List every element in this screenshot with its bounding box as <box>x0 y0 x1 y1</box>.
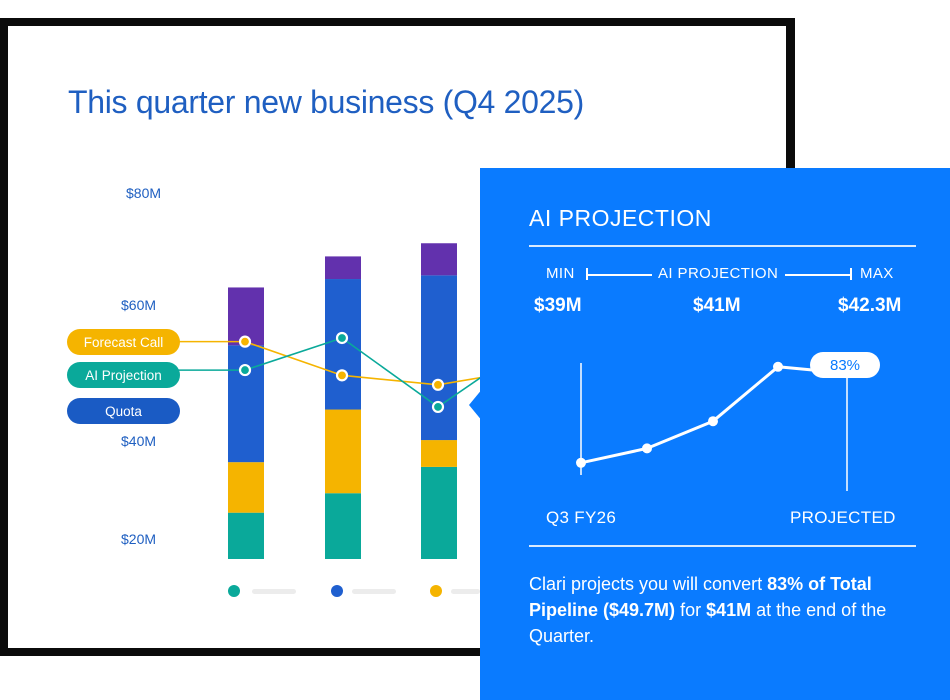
ai-projection-line <box>244 337 501 408</box>
legend-line-placeholder <box>252 589 296 594</box>
range-tick <box>586 268 588 280</box>
range-connector <box>587 274 652 276</box>
range-min-label: MIN <box>546 265 575 282</box>
bar-segment-yellow <box>325 409 361 494</box>
trend-end-label: PROJECTED <box>790 508 896 527</box>
range-mid-label: AI PROJECTION <box>658 265 779 282</box>
range-connector <box>785 274 851 276</box>
forecast-call-point <box>431 378 445 391</box>
forecast-call-legend-pill[interactable]: Forecast Call <box>67 329 180 355</box>
y-tick-label: $40M <box>121 433 157 449</box>
bar-segment-purple <box>325 256 361 280</box>
forecast-call-line <box>244 340 501 386</box>
bar-segment-purple <box>421 243 457 276</box>
legend-line-placeholder <box>352 589 396 594</box>
ai-projection-legend-pill[interactable]: AI Projection <box>67 362 180 388</box>
trend-point <box>642 443 652 454</box>
legend-dot-green <box>228 585 240 597</box>
ai-projection-point <box>431 400 445 414</box>
range-max-label: MAX <box>860 265 894 282</box>
bar-segment-green <box>421 466 457 559</box>
ai-projection-point <box>238 363 252 377</box>
divider <box>529 245 916 247</box>
range-mid-value: $41M <box>693 295 741 316</box>
summary-highlight: 83% of Total Pipeline ($49.7M) <box>529 574 872 620</box>
bar-segment-green <box>228 512 264 559</box>
panel-title: AI PROJECTION <box>529 205 712 231</box>
trend-point <box>576 457 586 468</box>
range-tick <box>850 268 852 280</box>
summary-highlight: $41M <box>706 600 752 620</box>
forecast-call-point <box>335 369 349 382</box>
summary-text: Clari projects you will convert <box>529 574 768 594</box>
summary-text: at the end of the Quarter. <box>529 600 887 646</box>
y-tick-label: $20M <box>121 531 157 547</box>
quota-legend-pill[interactable]: Quota <box>67 398 180 424</box>
ai-projection-panel: AI PROJECTION MIN AI PROJECTION MAX $39M… <box>480 168 950 700</box>
y-tick-label: $80M <box>126 185 162 201</box>
y-tick-label: $60M <box>121 297 157 313</box>
bar-segment-blue <box>228 345 264 463</box>
bar-segment-blue <box>325 279 361 410</box>
projected-percent-badge: 83% <box>810 352 880 378</box>
ai-projection-point <box>335 331 349 345</box>
bar-segment-yellow <box>228 462 264 513</box>
conversion-trend-chart <box>576 361 852 491</box>
bar-segment-yellow <box>421 440 457 467</box>
range-max-value: $42.3M <box>838 295 902 316</box>
trend-line <box>580 365 848 465</box>
legend-dot-yellow <box>430 585 442 597</box>
trend-point <box>708 416 718 427</box>
panel-pointer <box>469 388 483 422</box>
chart-title: This quarter new business (Q4 2025) <box>68 84 584 120</box>
trend-point <box>773 361 783 372</box>
legend-dot-blue <box>331 585 343 597</box>
projection-summary: Clari projects you will convert 83% of T… <box>529 571 929 649</box>
trend-start-label: Q3 FY26 <box>546 508 617 527</box>
forecast-call-point <box>238 335 252 348</box>
divider <box>529 545 916 547</box>
legend-line-placeholder <box>451 589 480 594</box>
range-min-value: $39M <box>534 295 582 316</box>
bar-segment-green <box>325 493 361 559</box>
bar-segment-blue <box>421 275 457 441</box>
summary-text: for <box>675 600 707 620</box>
